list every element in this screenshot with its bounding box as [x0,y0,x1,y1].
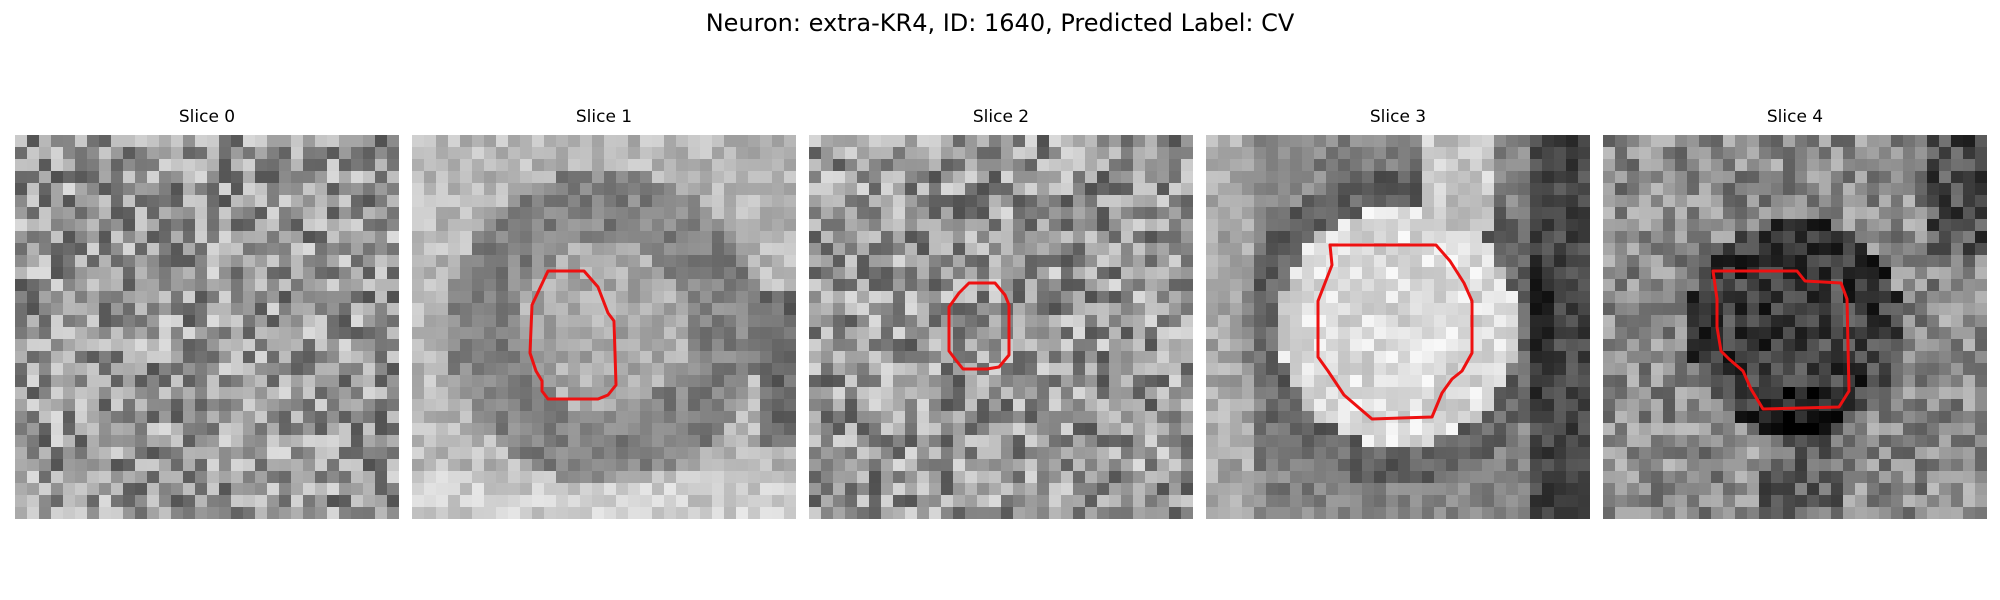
pixel-grid-2 [809,135,1193,519]
slice-image-3 [1206,135,1590,519]
slice-svg-2 [809,135,1193,519]
pixel-grid-1 [412,135,796,519]
pixel-grid-0 [15,135,399,519]
slice-panel-2: Slice 2 [809,107,1193,519]
slice-panel-1: Slice 1 [412,107,796,519]
pixel-grid-4 [1603,135,1987,519]
segmentation-contour-1 [528,269,618,401]
figure-title: Neuron: extra-KR4, ID: 1640, Predicted L… [705,9,1295,37]
slice-image-0 [15,135,399,519]
slice-panel-3: Slice 3 [1206,107,1590,519]
slice-image-4 [1603,135,1987,519]
segmentation-contour-3 [1316,243,1474,421]
slice-svg-1 [412,135,796,519]
slice-title-0: Slice 0 [178,107,236,127]
slice-image-1 [412,135,796,519]
segmentation-contour-2 [947,281,1011,371]
slice-title-3: Slice 3 [1369,107,1427,127]
slice-svg-0 [15,135,399,519]
slice-svg-4 [1603,135,1987,519]
slice-panel-0: Slice 0 [15,107,399,519]
slice-title-1: Slice 1 [575,107,633,127]
segmentation-contour-4 [1711,269,1851,411]
slice-panel-4: Slice 4 [1603,107,1987,519]
slice-svg-3 [1206,135,1590,519]
slice-image-2 [809,135,1193,519]
slice-title-2: Slice 2 [972,107,1030,127]
slice-title-4: Slice 4 [1766,107,1824,127]
pixel-grid-3 [1206,135,1590,519]
